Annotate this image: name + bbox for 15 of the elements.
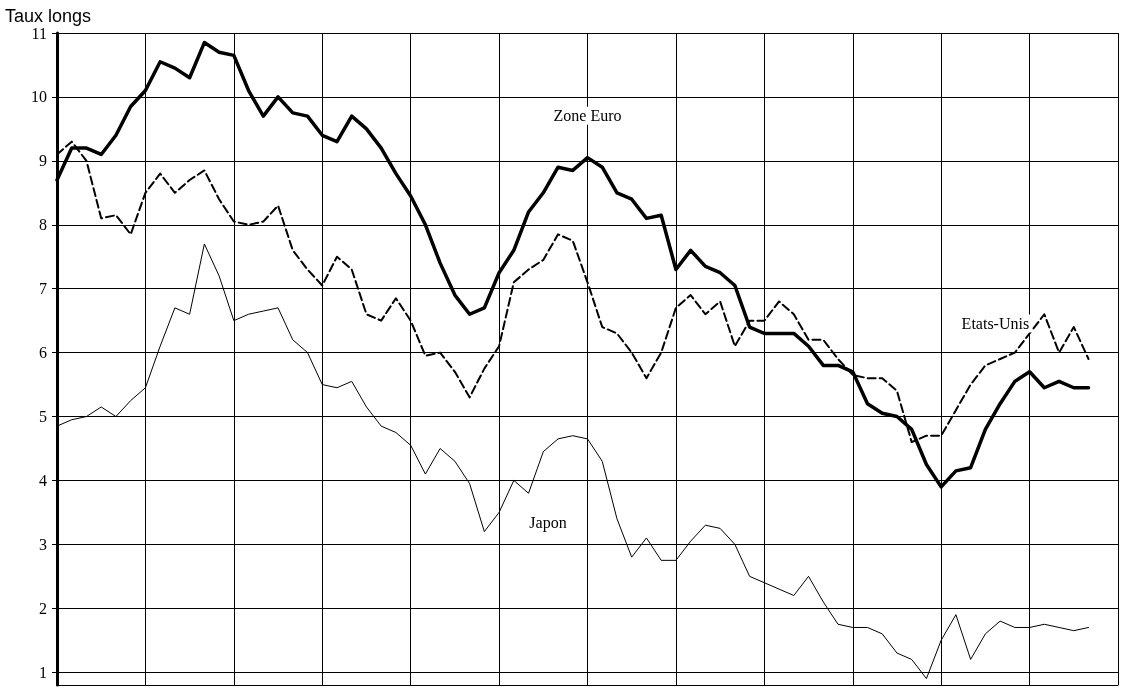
y-axis-title: Taux longs xyxy=(5,6,92,27)
y-tick-label: 10 xyxy=(31,88,47,106)
y-tick-label: 4 xyxy=(39,471,47,489)
series-label: Japon xyxy=(529,514,567,533)
y-tick-label: 6 xyxy=(39,344,47,362)
y-tick-label: 2 xyxy=(39,599,47,617)
y-tick-label: 3 xyxy=(39,535,47,553)
y-tick-label: 8 xyxy=(39,216,47,234)
text: Zone Euro xyxy=(553,107,622,125)
y-tick-label: 11 xyxy=(31,24,47,42)
y-tick-label: 9 xyxy=(39,152,47,170)
y-tick-label: 1 xyxy=(39,663,47,681)
y-tick-label: 5 xyxy=(39,408,47,426)
y-tick-label: 7 xyxy=(39,280,47,298)
series-label: Etats-Unis xyxy=(961,314,1030,332)
